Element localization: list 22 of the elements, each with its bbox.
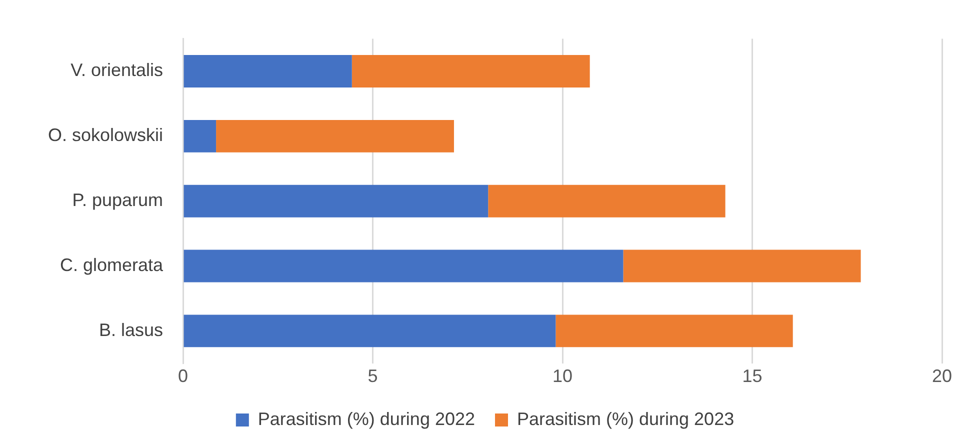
bar [556,314,793,348]
bar [184,55,352,88]
bar [184,120,216,152]
y-tick-label: B. lasus [99,320,164,340]
x-tick-label: 5 [368,366,378,386]
x-tick-label: 0 [178,366,188,386]
x-tick-label: 10 [552,366,573,386]
legend-label: Parasitism (%) during 2023 [517,408,734,429]
bar [352,55,590,88]
bar [184,250,624,282]
y-tick-label: V. orientalis [70,60,164,80]
y-tick-label: O. sokolowskii [48,125,164,146]
x-tick-label: 15 [742,366,762,386]
bar [184,184,488,218]
bar [216,120,454,152]
x-tick-label: 20 [932,366,952,386]
bar [488,184,726,218]
legend-label: Parasitism (%) during 2022 [258,408,476,429]
y-tick-label: P. puparum [72,190,164,210]
bar [623,250,861,282]
bar [184,314,556,348]
y-tick-label: C. glomerata [60,254,164,275]
